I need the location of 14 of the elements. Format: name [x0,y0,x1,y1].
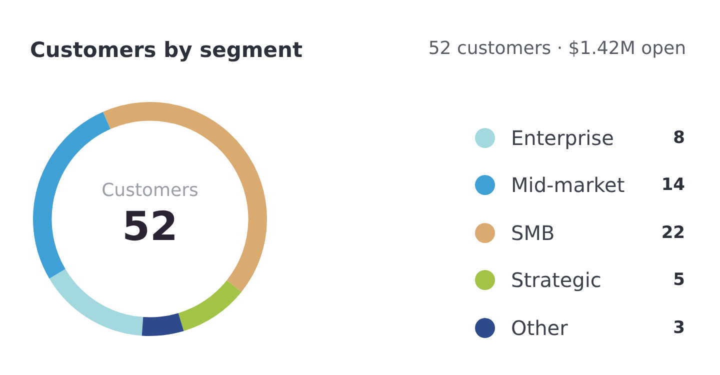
legend-label: Enterprise [511,126,615,150]
text: Customers [100,180,200,201]
chart-title: Customers by segment [30,38,303,62]
data-label: 5 [673,270,685,290]
text: 52 [121,204,179,250]
data-label: 14 [661,175,685,196]
legend-label: Other [511,316,569,340]
legend-label: Strategic [511,268,602,292]
legend-label: Mid-market [511,173,626,198]
data-label: 3 [673,318,685,338]
chart-subtitle: 52 customers · $1.42M open [428,38,686,59]
data-label: 22 [661,222,685,243]
legend-label: SMB [511,220,556,245]
data-label: 8 [673,128,685,148]
